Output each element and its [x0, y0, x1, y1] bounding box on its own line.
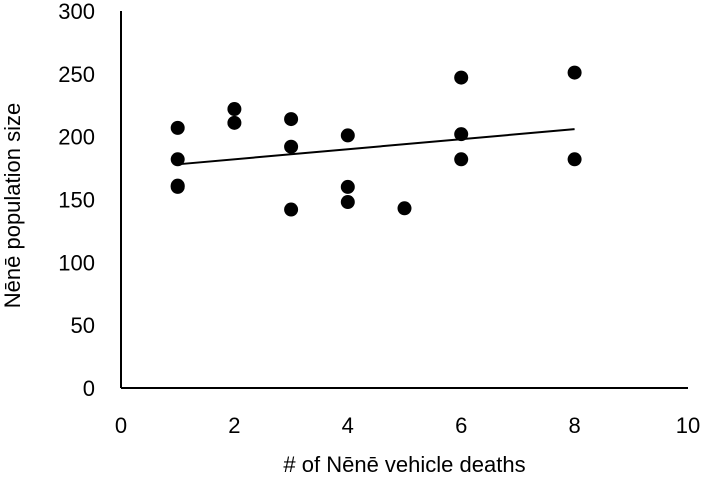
data-point: [340, 195, 355, 210]
data-point: [170, 120, 185, 135]
x-tick-label: 4: [342, 413, 354, 438]
y-tick-label: 50: [71, 313, 95, 338]
data-point: [340, 128, 355, 143]
y-tick-label: 0: [83, 376, 95, 401]
data-points: [170, 65, 582, 217]
y-axis-label: Nēnē population size: [0, 103, 25, 308]
y-tick-label: 200: [58, 125, 95, 150]
x-tick-label: 10: [676, 413, 700, 438]
y-tick-label: 150: [58, 188, 95, 213]
data-point: [454, 70, 469, 85]
data-point: [567, 65, 582, 80]
x-tick-labels: 0 2 4 6 8 10: [115, 413, 700, 438]
data-point: [454, 152, 469, 167]
y-tick-label: 100: [58, 250, 95, 275]
y-tick-label: 300: [58, 0, 95, 24]
y-tick-label: 250: [58, 62, 95, 87]
x-axis-label: # of Nēnē vehicle deaths: [283, 452, 525, 477]
data-point: [284, 202, 299, 217]
data-point: [227, 115, 242, 130]
data-point: [284, 112, 299, 127]
data-point: [397, 201, 412, 216]
data-point: [284, 139, 299, 154]
x-tick-label: 0: [115, 413, 127, 438]
trendline: [177, 128, 575, 166]
data-point: [227, 102, 242, 117]
data-point: [340, 179, 355, 194]
y-tick-labels: 0 50 100 150 200 250 300: [58, 0, 95, 401]
x-tick-label: 6: [455, 413, 467, 438]
x-tick-label: 8: [568, 413, 580, 438]
trendline-group: [177, 128, 575, 166]
data-point: [454, 127, 469, 142]
data-point: [170, 152, 185, 167]
x-tick-label: 2: [228, 413, 240, 438]
data-point: [170, 179, 185, 194]
data-point: [567, 152, 582, 167]
